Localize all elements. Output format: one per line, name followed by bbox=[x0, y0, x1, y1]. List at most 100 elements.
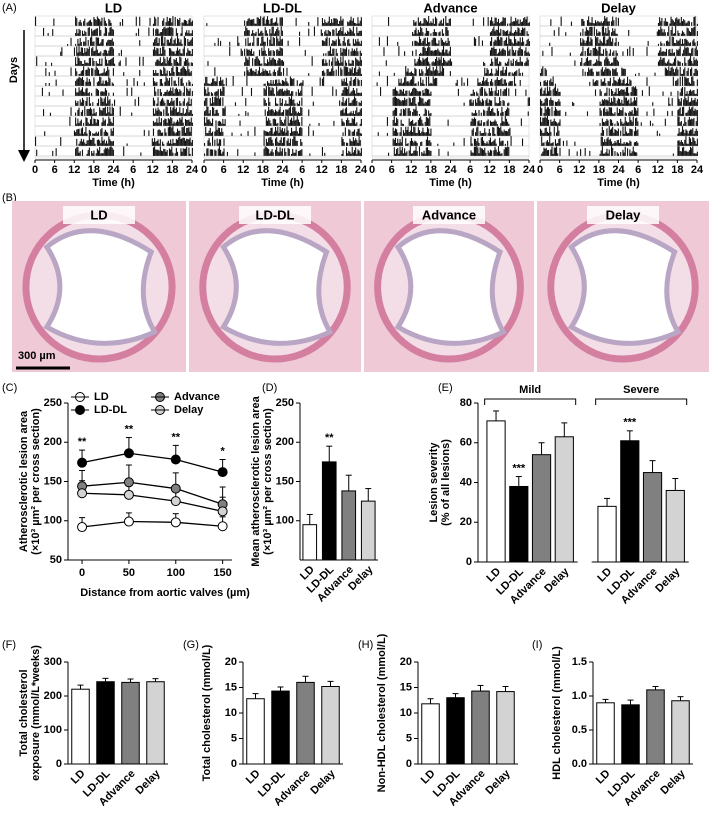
activity-tick bbox=[624, 69, 625, 76]
activity-tick bbox=[244, 49, 245, 56]
activity-tick bbox=[179, 89, 180, 96]
activity-tick bbox=[419, 146, 420, 156]
activity-tick bbox=[347, 31, 348, 36]
activity-tick bbox=[514, 36, 515, 46]
activity-tick bbox=[220, 139, 221, 146]
activity-tick bbox=[188, 112, 189, 116]
activity-tick bbox=[617, 34, 618, 36]
x-tick-label: LD bbox=[594, 768, 613, 787]
activity-tick bbox=[477, 127, 478, 136]
activity-tick bbox=[174, 81, 175, 86]
activity-tick bbox=[508, 124, 509, 126]
activity-tick bbox=[79, 74, 80, 76]
activity-tick bbox=[418, 59, 419, 66]
activity-tick bbox=[107, 53, 108, 56]
activity-tick bbox=[178, 92, 179, 96]
activity-tick bbox=[624, 134, 625, 136]
activity-tick bbox=[174, 51, 175, 56]
activity-tick bbox=[75, 81, 76, 86]
activity-tick bbox=[225, 119, 226, 126]
activity-tick bbox=[120, 107, 121, 116]
activity-tick bbox=[549, 100, 550, 106]
activity-tick bbox=[482, 81, 483, 86]
activity-tick bbox=[267, 16, 268, 26]
activity-tick bbox=[682, 63, 683, 66]
activity-tick bbox=[556, 91, 557, 96]
activity-tick bbox=[520, 73, 521, 76]
activity-tick bbox=[90, 108, 91, 116]
activity-tick bbox=[187, 58, 188, 66]
activity-tick bbox=[99, 59, 100, 66]
activity-tick bbox=[270, 90, 271, 96]
activity-tick bbox=[676, 17, 677, 26]
activity-tick bbox=[178, 112, 179, 116]
activity-tick bbox=[318, 123, 319, 126]
activity-tick bbox=[112, 29, 113, 36]
activity-tick bbox=[635, 127, 636, 136]
activity-tick bbox=[505, 147, 506, 156]
activity-tick bbox=[542, 118, 543, 126]
x-tick-label: 24 bbox=[444, 164, 457, 176]
activity-tick bbox=[610, 71, 611, 76]
activity-tick bbox=[245, 26, 246, 36]
activity-tick bbox=[496, 86, 497, 96]
activity-tick bbox=[190, 41, 191, 46]
activity-tick bbox=[186, 128, 187, 136]
activity-tick bbox=[143, 57, 144, 66]
activity-tick bbox=[323, 77, 324, 86]
activity-tick bbox=[291, 78, 292, 86]
activity-tick bbox=[221, 154, 222, 156]
activity-tick bbox=[617, 53, 618, 56]
activity-tick bbox=[168, 81, 169, 86]
activity-tick bbox=[666, 41, 667, 46]
activity-tick bbox=[349, 130, 350, 136]
activity-tick bbox=[617, 140, 618, 146]
activity-tick bbox=[406, 151, 407, 156]
activity-tick bbox=[418, 120, 419, 126]
activity-tick bbox=[298, 89, 299, 96]
activity-tick bbox=[580, 149, 581, 156]
activity-tick bbox=[507, 122, 508, 126]
x-tick-label: 12 bbox=[484, 164, 496, 176]
activity-tick bbox=[281, 17, 282, 26]
activity-tick bbox=[680, 39, 681, 46]
activity-tick bbox=[497, 37, 498, 46]
activity-tick bbox=[608, 69, 609, 76]
activity-tick bbox=[80, 121, 81, 126]
activity-tick bbox=[163, 57, 164, 66]
activity-tick bbox=[612, 91, 613, 96]
activity-tick bbox=[82, 64, 83, 66]
activity-tick bbox=[604, 33, 605, 36]
activity-tick bbox=[619, 77, 620, 86]
activity-tick bbox=[409, 73, 410, 76]
activity-tick bbox=[525, 90, 526, 96]
activity-tick bbox=[629, 141, 630, 146]
panel-label: (G) bbox=[183, 639, 199, 651]
activity-tick bbox=[343, 139, 344, 146]
activity-tick bbox=[393, 139, 394, 146]
activity-tick bbox=[282, 31, 283, 36]
activity-tick bbox=[353, 26, 354, 36]
activity-tick bbox=[511, 136, 512, 146]
activity-tick bbox=[611, 98, 612, 106]
activity-tick bbox=[690, 130, 691, 136]
activity-tick bbox=[676, 40, 677, 46]
activity-tick bbox=[545, 128, 546, 136]
bar bbox=[472, 691, 490, 764]
activity-tick bbox=[169, 27, 170, 36]
activity-tick bbox=[428, 46, 429, 56]
activity-tick bbox=[416, 133, 417, 136]
activity-tick bbox=[162, 62, 163, 66]
activity-tick bbox=[336, 61, 337, 66]
activity-tick bbox=[540, 73, 541, 76]
activity-tick bbox=[546, 118, 547, 126]
activity-tick bbox=[481, 102, 482, 106]
activity-tick bbox=[507, 146, 508, 156]
activity-tick bbox=[517, 50, 518, 56]
activity-tick bbox=[275, 98, 276, 106]
activity-tick bbox=[484, 128, 485, 136]
activity-tick bbox=[188, 20, 189, 26]
activity-tick bbox=[612, 52, 613, 56]
activity-tick bbox=[276, 17, 277, 26]
activity-tick bbox=[284, 137, 285, 146]
